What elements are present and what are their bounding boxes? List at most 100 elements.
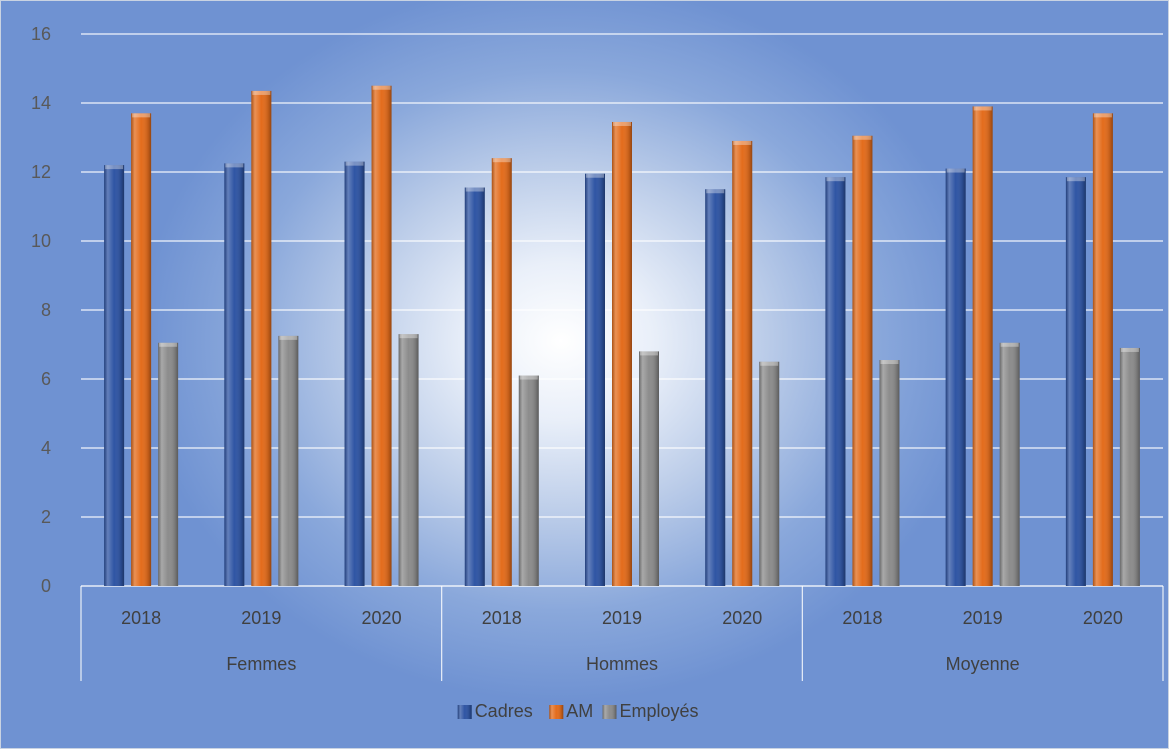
bar-top-bevel <box>706 189 725 194</box>
y-tick-label: 0 <box>41 576 51 596</box>
bar-top-bevel <box>1120 347 1139 352</box>
bar-am-moyenne-2018 <box>852 135 873 586</box>
bar-top-bevel <box>252 90 271 95</box>
x-category-label: 2019 <box>602 608 642 628</box>
bar-top-bevel <box>519 375 538 380</box>
bar-am-femmes-2018 <box>131 113 152 586</box>
x-category-label: 2020 <box>362 608 402 628</box>
bar-top-bevel <box>640 351 658 356</box>
y-tick-label: 8 <box>41 300 51 320</box>
bar-cadres-moyenne-2019 <box>945 168 966 587</box>
bar-shade <box>398 334 419 586</box>
legend-swatch-shade <box>602 705 617 719</box>
bar-shade <box>759 361 780 586</box>
bar-cadres-moyenne-2020 <box>1065 177 1086 587</box>
y-tick-label: 16 <box>31 24 51 44</box>
bar-top-bevel <box>372 85 391 90</box>
legend-label: Employés <box>620 701 699 721</box>
bar-shade <box>224 163 245 586</box>
bar-employ-s-moyenne-2020 <box>1119 347 1140 586</box>
legend-swatch-shade <box>549 705 564 719</box>
x-category-label: 2019 <box>241 608 281 628</box>
bar-shade <box>344 161 365 586</box>
bar-employ-s-moyenne-2018 <box>879 360 900 586</box>
bar-shade <box>825 177 846 587</box>
bar-am-hommes-2019 <box>612 121 632 586</box>
bar-shade <box>879 360 900 586</box>
bar-am-femmes-2019 <box>251 90 272 587</box>
bar-shade <box>371 85 392 586</box>
bar-top-bevel <box>880 360 899 365</box>
bar-top-bevel <box>946 168 965 173</box>
bar-employ-s-femmes-2018 <box>158 342 179 586</box>
bar-employ-s-femmes-2019 <box>278 335 299 586</box>
bar-am-moyenne-2020 <box>1092 113 1113 586</box>
bar-cadres-hommes-2018 <box>464 187 485 586</box>
x-category-label: 2019 <box>963 608 1003 628</box>
bar-employ-s-moyenne-2019 <box>999 342 1020 586</box>
x-category-label: 2020 <box>1083 608 1123 628</box>
legend-item-cadres: Cadres <box>457 701 533 721</box>
legend-label: Cadres <box>475 701 533 721</box>
bar-shade <box>104 165 125 586</box>
bar-top-bevel <box>1093 113 1112 118</box>
bar-shade <box>705 189 726 586</box>
bar-shade <box>999 342 1020 586</box>
bar-cadres-hommes-2019 <box>585 173 605 586</box>
bar-top-bevel <box>105 165 124 170</box>
bar-am-moyenne-2019 <box>972 106 993 586</box>
y-tick-label: 10 <box>31 231 51 251</box>
bar-shade <box>945 168 966 587</box>
legend-item-employ-s: Employés <box>602 701 699 721</box>
bar-shade <box>1092 113 1113 586</box>
bar-top-bevel <box>826 177 845 182</box>
bar-cadres-hommes-2020 <box>705 189 726 586</box>
bar-shade <box>972 106 993 586</box>
bar-top-bevel <box>279 335 298 340</box>
bar-top-bevel <box>1000 342 1019 347</box>
x-category-label: 2018 <box>482 608 522 628</box>
bar-shade <box>585 173 605 586</box>
bar-top-bevel <box>613 121 631 126</box>
legend-swatch-shade <box>457 705 472 719</box>
x-category-label: 2018 <box>121 608 161 628</box>
bar-top-bevel <box>1066 177 1085 182</box>
bar-shade <box>158 342 179 586</box>
bar-shade <box>518 375 539 586</box>
y-tick-label: 6 <box>41 369 51 389</box>
bar-am-hommes-2018 <box>491 158 512 586</box>
bar-am-femmes-2020 <box>371 85 392 586</box>
bar-cadres-femmes-2018 <box>104 165 125 586</box>
x-category-label: 2020 <box>722 608 762 628</box>
y-tick-label: 14 <box>31 93 51 113</box>
bar-cadres-femmes-2020 <box>344 161 365 586</box>
bar-employ-s-hommes-2020 <box>759 361 780 586</box>
bar-shade <box>131 113 152 586</box>
x-group-label: Moyenne <box>946 654 1020 674</box>
bar-shade <box>251 90 272 587</box>
bar-employ-s-hommes-2018 <box>518 375 539 586</box>
bar-shade <box>612 121 632 586</box>
bar-employ-s-hommes-2019 <box>639 351 659 586</box>
bar-shade <box>852 135 873 586</box>
bar-cadres-femmes-2019 <box>224 163 245 586</box>
bar-shade <box>491 158 512 586</box>
bar-top-bevel <box>132 113 151 118</box>
bar-shade <box>1065 177 1086 587</box>
bar-employ-s-femmes-2020 <box>398 334 419 586</box>
bar-top-bevel <box>760 361 779 366</box>
bar-top-bevel <box>345 161 364 166</box>
y-tick-label: 4 <box>41 438 51 458</box>
bar-top-bevel <box>399 334 418 339</box>
bar-top-bevel <box>465 187 484 192</box>
bar-top-bevel <box>733 140 752 145</box>
y-tick-label: 12 <box>31 162 51 182</box>
bar-cadres-moyenne-2018 <box>825 177 846 587</box>
y-tick-label: 2 <box>41 507 51 527</box>
bar-am-hommes-2020 <box>732 140 753 586</box>
bar-top-bevel <box>492 158 511 163</box>
bar-shade <box>639 351 659 586</box>
bar-top-bevel <box>973 106 992 111</box>
